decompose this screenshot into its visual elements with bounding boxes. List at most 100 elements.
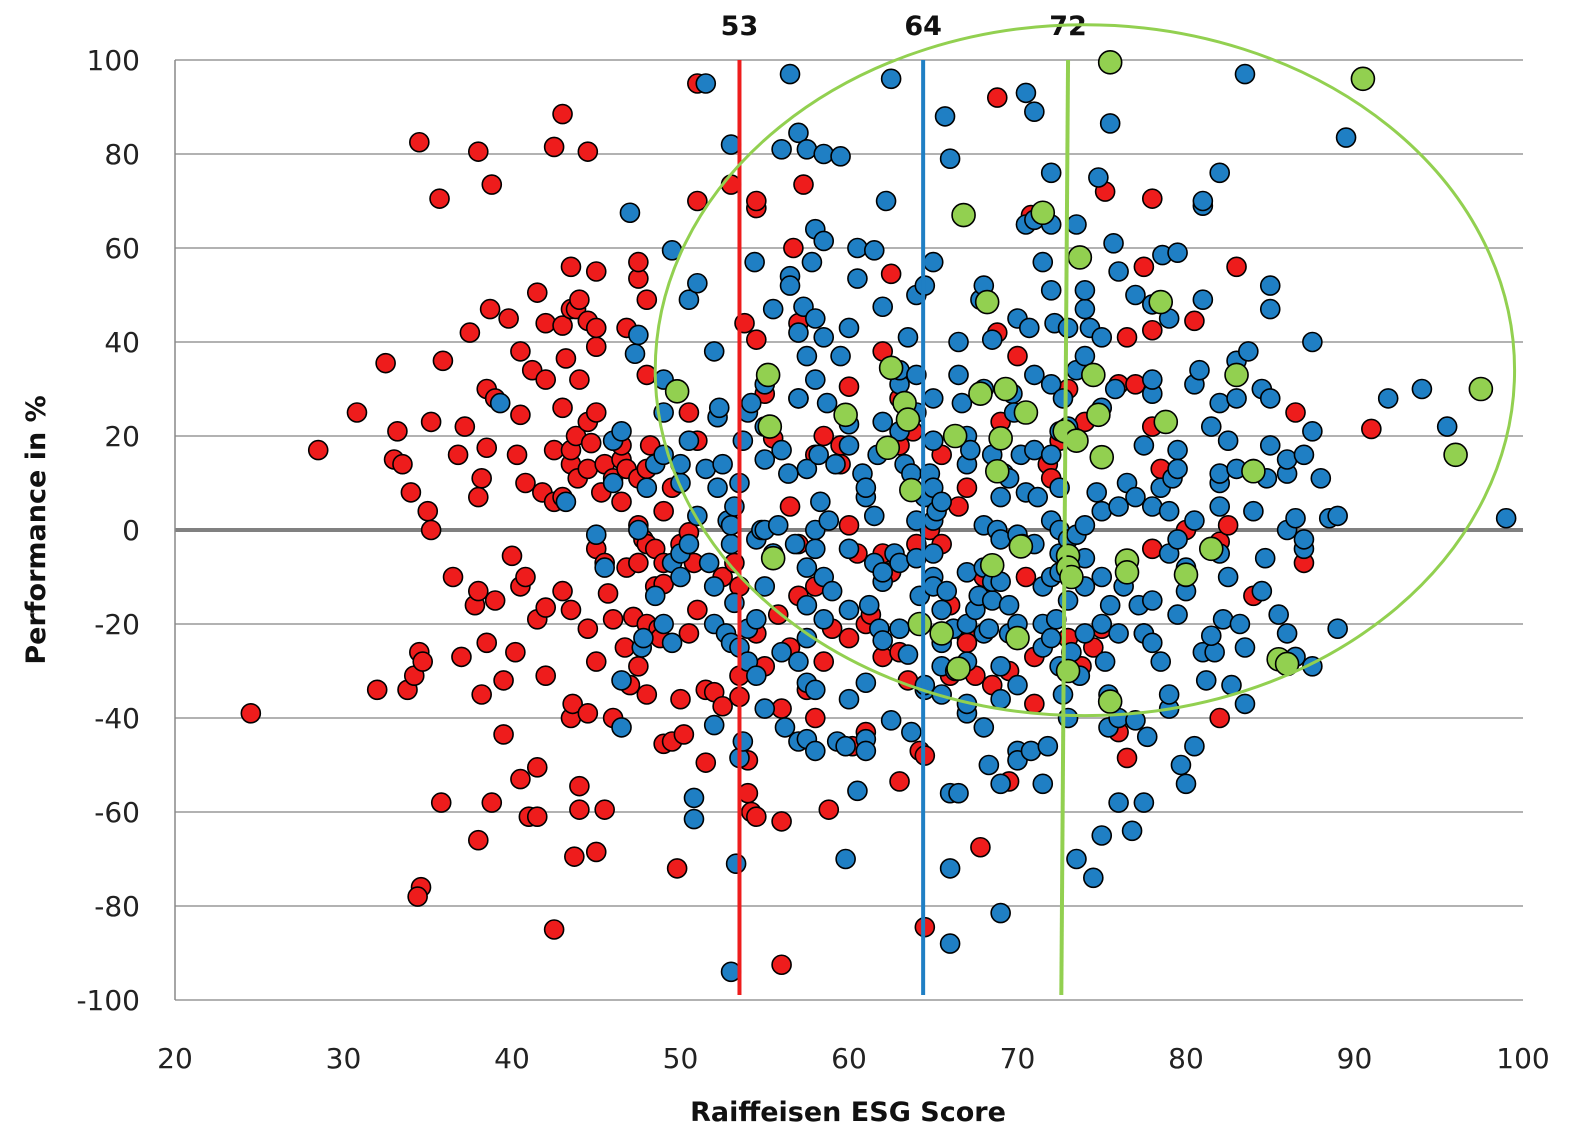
blue-point-371 [1204,641,1225,663]
x-tick-label-6: 80 [1168,1042,1204,1075]
red-point-62 [535,312,557,334]
blue-point-304 [1086,482,1107,503]
blue-point-134 [847,780,868,802]
red-point-81 [562,693,583,715]
red-point-71 [552,315,573,336]
red-point-49 [510,404,531,426]
red-point-98 [585,402,607,423]
green-point-42 [1198,536,1224,562]
blue-point-419 [1411,378,1433,400]
blue-point-12 [628,519,649,541]
green-point-4 [833,402,858,428]
blue-point-23 [661,632,683,654]
blue-point-154 [880,68,902,90]
blue-point-194 [939,858,961,879]
blue-point-381 [1217,566,1239,588]
blue-point-73 [754,698,776,719]
blue-point-316 [1099,594,1121,616]
green-point-35 [1097,689,1123,714]
red-point-264 [1142,319,1163,341]
blue-point-81 [771,641,792,663]
red-point-151 [678,402,700,423]
blue-point-39 [703,576,725,597]
red-point-196 [813,651,835,672]
blue-point-241 [1007,674,1028,696]
blue-point-33 [683,808,705,830]
blue-point-282 [1052,388,1074,409]
green-point-49 [1468,376,1494,402]
blue-point-95 [796,139,818,160]
blue-point-104 [804,308,826,329]
red-point-3 [366,679,388,701]
blue-point-84 [778,463,799,484]
blue-point-405 [1285,507,1306,529]
blue-point-391 [1243,500,1264,522]
blue-point-113 [813,230,835,252]
red-point-235 [970,836,991,858]
blue-point-192 [934,106,956,127]
blue-point-46 [712,453,733,475]
blue-point-420 [1436,416,1458,437]
red-point-9 [400,482,422,503]
blue-point-30 [678,533,700,555]
red-point-244 [1015,566,1037,588]
red-point-132 [636,364,658,386]
blue-point-35 [687,272,708,294]
blue-point-98 [796,627,818,649]
blue-point-148 [872,296,894,318]
blue-point-384 [1226,388,1247,409]
blue-point-386 [1229,613,1251,635]
blue-point-378 [1209,463,1230,484]
blue-point-342 [1150,651,1172,672]
red-point-42 [493,724,514,745]
blue-point-185 [922,388,944,409]
blue-point-45 [708,397,730,419]
x-tick-label-5: 70 [1000,1042,1036,1075]
blue-point-183 [922,251,944,273]
blue-point-318 [1104,378,1126,400]
red-point-20 [430,792,452,813]
red-point-26 [459,322,481,343]
red-point-147 [670,688,691,710]
blue-point-0 [489,392,511,414]
red-point-88 [569,799,590,820]
data-points [240,50,1517,983]
blue-point-179 [922,430,944,452]
blue-point-112 [810,491,831,513]
blue-point-43 [707,477,728,499]
blue-point-40 [703,341,725,362]
blue-point-11 [628,324,649,346]
blue-point-72 [754,576,776,597]
blue-point-287 [1057,590,1079,611]
blue-point-115 [813,326,835,348]
blue-point-415 [1327,618,1348,640]
blue-point-144 [863,505,885,527]
red-point-34 [476,437,498,459]
red-point-38 [481,792,503,813]
blue-point-252 [1018,317,1040,339]
blue-point-374 [1209,162,1230,184]
blue-point-197 [939,933,961,954]
red-point-68 [543,919,565,940]
blue-point-402 [1276,623,1298,644]
blue-point-60 [732,731,754,752]
x-tick-label-8: 100 [1496,1042,1549,1075]
blue-point-307 [1091,825,1113,846]
red-point-70 [552,103,573,125]
red-point-131 [636,684,658,705]
red-point-46 [505,641,526,663]
blue-point-224 [981,590,1003,611]
red-point-50 [510,341,531,362]
blue-point-377 [1209,496,1230,517]
blue-point-36 [695,73,717,94]
red-point-106 [594,799,615,820]
blue-point-368 [1192,190,1214,212]
blue-point-76 [754,449,776,470]
blue-point-38 [698,552,720,574]
red-point-1 [307,439,329,461]
red-point-23 [447,444,469,466]
blue-point-271 [1040,627,1062,649]
red-point-157 [695,752,717,773]
blue-point-128 [838,688,860,710]
